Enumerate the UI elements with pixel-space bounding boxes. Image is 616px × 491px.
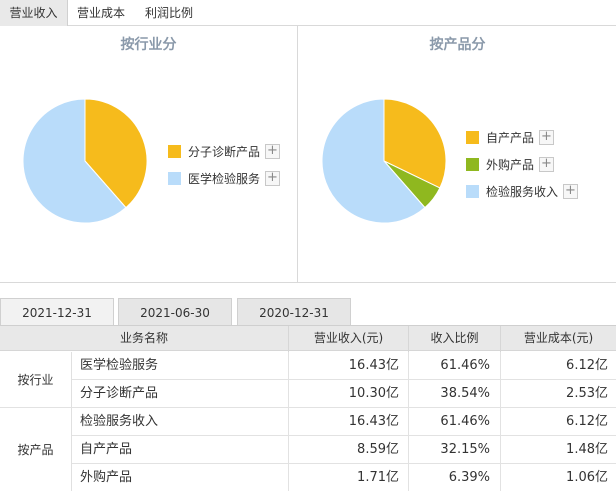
section-divider — [0, 282, 616, 283]
table-row[interactable]: 自产产品 8.59亿 32.15% 1.48亿 — [72, 436, 616, 464]
cell-name: 自产产品 — [80, 442, 133, 457]
legend-swatch — [168, 172, 181, 185]
divider — [408, 464, 409, 491]
divider — [408, 436, 409, 464]
top-tab-bar: 营业收入 营业成本 利润比例 — [0, 0, 616, 26]
cell-name: 外购产品 — [80, 470, 133, 485]
product-pie-chart — [321, 98, 447, 224]
header-cost: 营业成本(元) — [500, 326, 616, 352]
cell-revenue: 16.43亿 — [348, 358, 399, 373]
divider — [288, 436, 289, 464]
table-row[interactable]: 分子诊断产品 10.30亿 38.54% 2.53亿 — [72, 380, 616, 408]
legend-swatch — [466, 185, 479, 198]
pie-slice-3[interactable] — [321, 98, 426, 224]
legend-label: 自产产品 — [486, 131, 535, 145]
expand-plus-icon[interactable]: + — [265, 144, 280, 159]
tab-cost[interactable]: 营业成本 — [76, 6, 125, 20]
product-chart-panel: 按产品分 自产产品 + 外购产品 + 检验服务收入 + — [299, 26, 616, 282]
table-row[interactable]: 医学检验服务 16.43亿 61.46% 6.12亿 — [72, 352, 616, 380]
cell-ratio: 61.46% — [440, 358, 490, 373]
table-row[interactable]: 外购产品 1.71亿 6.39% 1.06亿 — [72, 464, 616, 491]
tab-revenue[interactable]: 营业收入 — [0, 0, 68, 26]
divider — [500, 464, 501, 491]
cell-cost: 1.48亿 — [566, 442, 608, 457]
cell-cost: 6.12亿 — [566, 358, 608, 373]
cell-cost: 1.06亿 — [566, 470, 608, 485]
industry-chart-panel: 按行业分 分子诊断产品 + 医学检验服务 + — [0, 26, 298, 282]
header-ratio: 收入比例 — [408, 326, 500, 352]
legend-swatch — [466, 131, 479, 144]
header-business-name: 业务名称 — [119, 331, 168, 345]
divider — [288, 408, 289, 436]
table-row[interactable]: 检验服务收入 16.43亿 61.46% 6.12亿 — [72, 408, 616, 436]
group-label-product: 按产品 — [0, 408, 72, 491]
legend-label: 检验服务收入 — [486, 185, 559, 199]
expand-plus-icon[interactable]: + — [563, 184, 578, 199]
legend-label: 医学检验服务 — [188, 172, 261, 186]
divider — [288, 380, 289, 408]
cell-ratio: 61.46% — [440, 414, 490, 429]
cell-revenue: 1.71亿 — [357, 470, 399, 485]
divider — [408, 352, 409, 380]
cell-ratio: 6.39% — [448, 470, 490, 485]
cell-name: 分子诊断产品 — [80, 386, 159, 401]
cell-revenue: 8.59亿 — [357, 442, 399, 457]
divider — [500, 436, 501, 464]
legend-label: 分子诊断产品 — [188, 145, 261, 159]
cell-cost: 2.53亿 — [566, 386, 608, 401]
pie-slice-1[interactable] — [383, 98, 447, 189]
cell-revenue: 16.43亿 — [348, 414, 399, 429]
divider — [288, 464, 289, 491]
cell-ratio: 38.54% — [440, 386, 490, 401]
pie-slice-2[interactable] — [22, 98, 127, 224]
divider — [408, 380, 409, 408]
date-tab-2020-12-31[interactable]: 2020-12-31 — [237, 298, 351, 326]
cell-revenue: 10.30亿 — [348, 386, 399, 401]
product-chart-title: 按产品分 — [429, 37, 486, 53]
industry-pie-chart — [22, 98, 148, 224]
cell-name: 医学检验服务 — [80, 358, 159, 373]
expand-plus-icon[interactable]: + — [539, 130, 554, 145]
cell-name: 检验服务收入 — [80, 414, 159, 429]
legend-swatch — [168, 145, 181, 158]
header-revenue: 营业收入(元) — [288, 326, 408, 352]
date-tab-2021-06-30[interactable]: 2021-06-30 — [118, 298, 232, 326]
pie-slice-1[interactable] — [84, 98, 148, 209]
divider — [408, 408, 409, 436]
table-header: 业务名称 营业收入(元) 收入比例 营业成本(元) — [0, 325, 616, 352]
date-tab-2021-12-31[interactable]: 2021-12-31 — [0, 298, 114, 326]
divider — [500, 380, 501, 408]
expand-plus-icon[interactable]: + — [539, 157, 554, 172]
divider — [500, 408, 501, 436]
cell-cost: 6.12亿 — [566, 414, 608, 429]
industry-chart-title: 按行业分 — [120, 37, 177, 53]
cell-ratio: 32.15% — [440, 442, 490, 457]
group-label-industry: 按行业 — [0, 352, 72, 408]
expand-plus-icon[interactable]: + — [265, 171, 280, 186]
legend-swatch — [466, 158, 479, 171]
legend-label: 外购产品 — [486, 158, 535, 172]
divider — [288, 352, 289, 380]
divider — [500, 352, 501, 380]
tab-profit-ratio[interactable]: 利润比例 — [144, 6, 193, 20]
